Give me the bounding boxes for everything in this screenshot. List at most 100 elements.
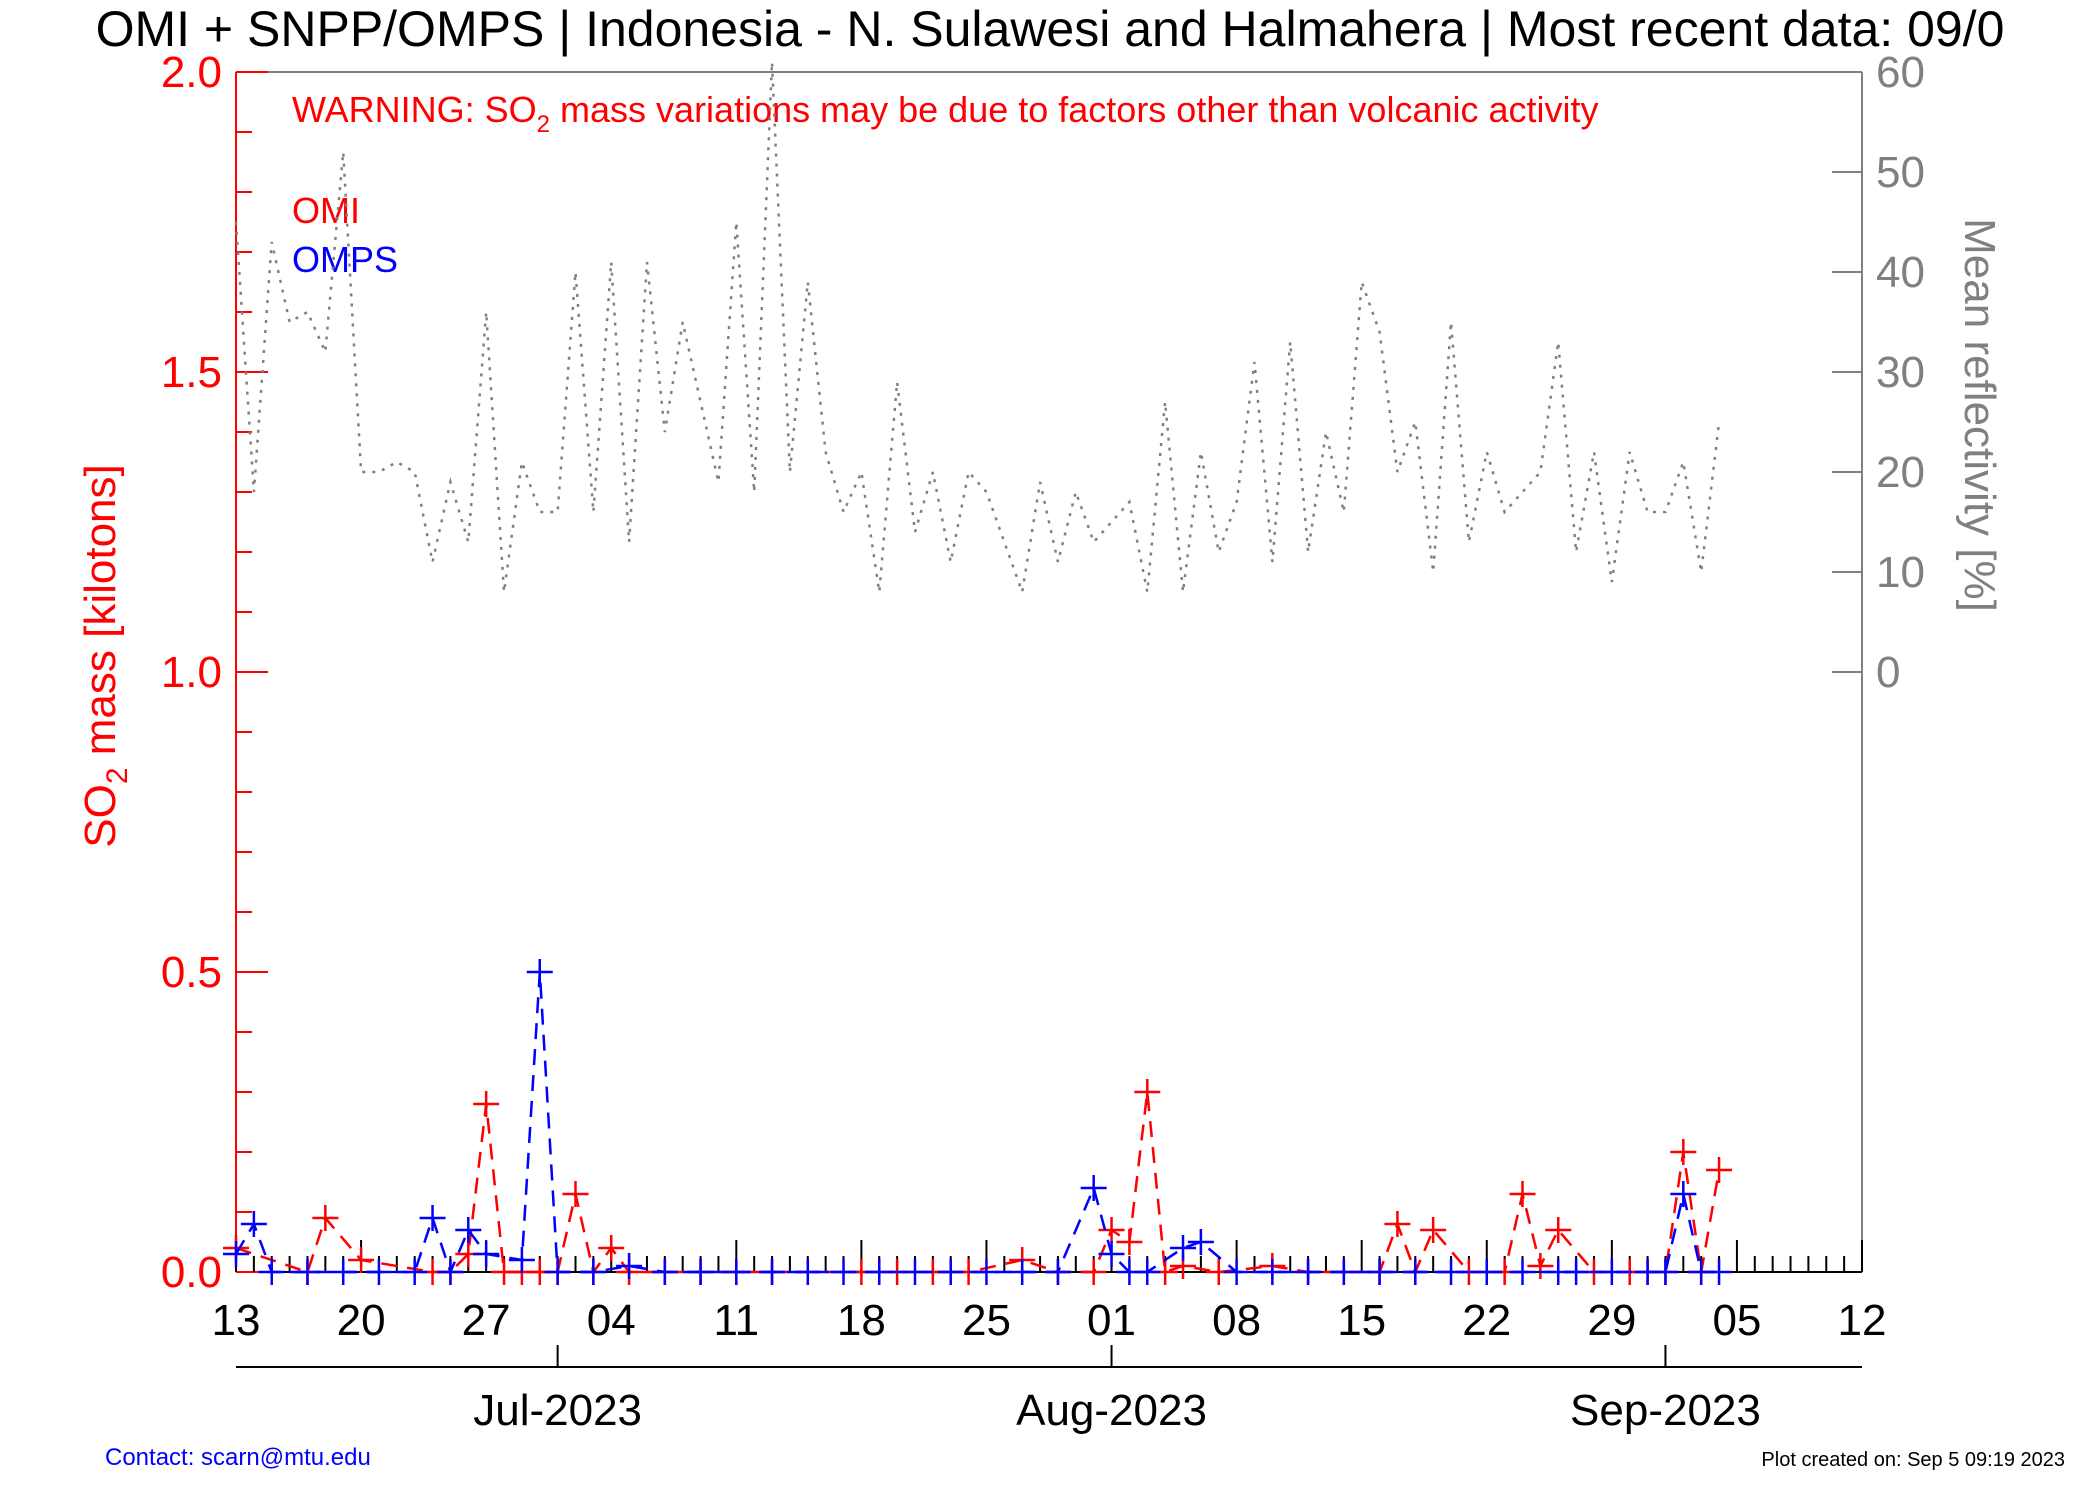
data-point-omps	[1330, 1259, 1357, 1285]
y-tick-label: 1.5	[161, 348, 222, 397]
data-point-omi	[1509, 1181, 1536, 1207]
data-point-omi	[1134, 1079, 1161, 1105]
data-point-omi	[312, 1205, 339, 1231]
x-tick-label: 18	[837, 1296, 886, 1345]
data-point-omps	[901, 1259, 928, 1285]
y2-tick-label: 20	[1876, 448, 1925, 497]
y-axis-label-suffix: mass [kilotons]	[76, 464, 125, 767]
data-point-omps	[419, 1205, 446, 1231]
data-point-omps	[866, 1259, 893, 1285]
data-point-omi	[598, 1235, 625, 1261]
warning-prefix: WARNING: SO	[292, 89, 537, 130]
data-point-omps	[365, 1259, 392, 1285]
y2-tick-label: 50	[1876, 148, 1925, 197]
y2-axis-label: Mean reflectivity [%]	[1955, 218, 2004, 612]
data-point-omps	[1098, 1241, 1125, 1267]
data-point-omps	[616, 1253, 643, 1279]
series-line-omps	[234, 971, 1720, 1276]
data-point-omi	[348, 1247, 375, 1273]
data-point-omps	[1670, 1181, 1697, 1207]
data-point-omps	[294, 1259, 321, 1285]
data-point-omps	[1473, 1259, 1500, 1285]
data-point-omps	[1366, 1259, 1393, 1285]
data-point-omps	[687, 1259, 714, 1285]
data-point-omps	[580, 1259, 607, 1285]
data-point-omps	[830, 1259, 857, 1285]
data-point-omps	[240, 1211, 267, 1237]
series-line-omi	[235, 1091, 1721, 1276]
data-point-omi	[1527, 1253, 1554, 1279]
data-point-omps	[1134, 1259, 1161, 1285]
y2-tick-label: 30	[1876, 348, 1925, 397]
contact-email[interactable]: Contact: scarn@mtu.edu	[105, 1444, 371, 1471]
data-point-omps	[508, 1247, 535, 1273]
data-point-omps	[937, 1259, 964, 1285]
data-point-omps	[1223, 1259, 1250, 1285]
y-axis-label: SO2 mass [kilotons]	[76, 464, 134, 847]
y-tick-label: 1.0	[161, 648, 222, 697]
data-point-omi	[473, 1091, 500, 1117]
data-point-omps	[1170, 1235, 1197, 1261]
month-label: Jul-2023	[473, 1386, 642, 1435]
data-point-omi	[1420, 1217, 1447, 1243]
data-point-omi	[1545, 1217, 1572, 1243]
data-point-omps	[330, 1259, 357, 1285]
warning-suffix: mass variations may be due to factors ot…	[550, 89, 1598, 130]
data-point-omps	[526, 959, 553, 985]
data-point-omi	[1080, 1259, 1107, 1285]
data-point-omps	[723, 1259, 750, 1285]
y2-tick-label: 60	[1876, 48, 1925, 97]
data-point-omps	[759, 1259, 786, 1285]
data-point-omps	[401, 1259, 428, 1285]
data-point-omi	[1384, 1211, 1411, 1237]
data-point-omps	[1259, 1259, 1286, 1285]
y2-tick-label: 40	[1876, 248, 1925, 297]
y-tick-label: 2.0	[161, 48, 222, 97]
y-tick-label: 0.0	[161, 1248, 222, 1297]
warning-subscript: 2	[537, 111, 550, 138]
warning-text: WARNING: SO2 mass variations may be due …	[292, 89, 1599, 138]
data-point-omi	[562, 1181, 589, 1207]
y2-tick-label: 10	[1876, 548, 1925, 597]
x-tick-label: 22	[1462, 1296, 1511, 1345]
data-point-omps	[1652, 1259, 1679, 1285]
data-point-omps	[1187, 1229, 1214, 1255]
data-point-omps	[1009, 1259, 1036, 1285]
y2-tick-label: 0	[1876, 648, 1900, 697]
data-point-omi	[1706, 1157, 1733, 1183]
legend-omps: OMPS	[292, 239, 398, 280]
x-tick-label: 13	[212, 1296, 261, 1345]
data-point-omps	[473, 1241, 500, 1267]
data-point-omps	[1402, 1259, 1429, 1285]
data-point-omps	[1706, 1259, 1733, 1285]
data-point-omps	[544, 1259, 571, 1285]
x-tick-label: 01	[1087, 1296, 1136, 1345]
x-tick-label: 25	[962, 1296, 1011, 1345]
plot-created-timestamp: Plot created on: Sep 5 09:19 2023	[1761, 1449, 2065, 1471]
y-tick-label: 0.5	[161, 948, 222, 997]
x-tick-label: 11	[713, 1296, 759, 1345]
month-label: Aug-2023	[1016, 1386, 1207, 1435]
y-axis-label-subscript: 2	[101, 767, 134, 784]
data-point-omps	[258, 1259, 285, 1285]
data-point-omi	[1670, 1139, 1697, 1165]
x-tick-label: 08	[1212, 1296, 1261, 1345]
data-point-omps	[223, 1241, 249, 1267]
x-tick-label: 05	[1712, 1296, 1761, 1345]
x-tick-label: 27	[462, 1296, 511, 1345]
data-point-omps	[455, 1217, 482, 1243]
y-axis-label-prefix: SO	[76, 784, 125, 848]
series	[223, 61, 1733, 1285]
x-tick-label: 12	[1838, 1296, 1887, 1345]
data-point-omps	[973, 1259, 1000, 1285]
data-point-omi	[1116, 1229, 1143, 1255]
data-point-omps	[1295, 1259, 1322, 1285]
x-tick-label: 20	[337, 1296, 386, 1345]
x-tick-label: 29	[1587, 1296, 1636, 1345]
data-point-omps	[1563, 1259, 1590, 1285]
data-point-omps	[1598, 1259, 1625, 1285]
series-line-mean-reflectivity	[234, 61, 1721, 593]
data-point-omps	[794, 1259, 821, 1285]
